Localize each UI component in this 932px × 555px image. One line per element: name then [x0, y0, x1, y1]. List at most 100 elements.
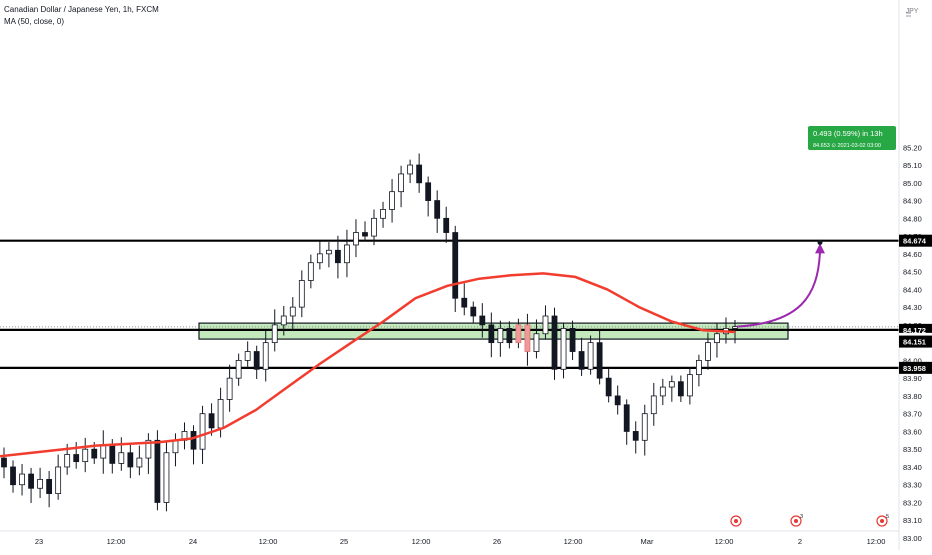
price-tick-label: 83.20	[903, 498, 922, 507]
level-83958-badge	[899, 361, 932, 374]
candle-body	[560, 328, 567, 370]
price-tick-label: 84.60	[903, 250, 922, 259]
time-tick-label: 12:00	[412, 537, 431, 546]
candle-body	[668, 381, 675, 388]
candle-body	[325, 249, 332, 255]
measure-text-2: 84.653 ⊙ 2021-03-02 03:00	[813, 143, 881, 149]
candle-body	[659, 386, 666, 397]
candle-body	[136, 457, 143, 468]
event-count-label: 3	[800, 514, 803, 520]
price-tick-label: 84.40	[903, 285, 922, 294]
candle-body	[217, 399, 224, 429]
candle-body	[434, 200, 441, 219]
candle-body	[64, 454, 71, 468]
candle-body	[82, 448, 89, 463]
level-84674-label: 84.674	[903, 237, 927, 246]
time-tick-label: 12:00	[107, 537, 126, 546]
price-tick-label: 84.50	[903, 268, 922, 277]
candle-body	[732, 326, 738, 329]
candle-body	[235, 359, 242, 379]
measure-box	[808, 126, 896, 150]
candle-body	[596, 342, 603, 379]
candle-body	[73, 454, 80, 463]
event-count-icon-dot	[794, 519, 798, 523]
candle-body	[696, 359, 702, 376]
candle-body	[190, 431, 197, 450]
candle-body	[28, 473, 34, 489]
candle-body	[244, 351, 251, 361]
candle-body	[208, 413, 215, 429]
time-tick-label: 12:00	[259, 537, 278, 546]
price-tick-label: 83.80	[903, 392, 922, 401]
candle-body	[10, 466, 16, 486]
candle-body	[289, 306, 296, 317]
candle-body	[100, 445, 107, 459]
ma-line	[0, 272, 736, 458]
horizontal-levels	[0, 239, 899, 369]
candle-body	[479, 315, 486, 326]
candle-body	[199, 413, 206, 450]
candle-body	[37, 478, 43, 489]
time-tick-label: 26	[493, 537, 501, 546]
candle-body	[109, 445, 116, 464]
candle-body	[271, 324, 278, 344]
price-tick-label: 83.70	[903, 410, 922, 419]
candle-body	[623, 404, 630, 432]
candle-body	[262, 342, 269, 370]
candle-body	[127, 452, 134, 468]
candle-body	[632, 431, 639, 441]
candle-body	[686, 374, 693, 397]
candle-body	[641, 413, 648, 441]
candle-body	[569, 328, 576, 352]
candle-body	[470, 306, 477, 317]
candle-body	[407, 164, 414, 175]
legend: Canadian Dollar / Japanese Yen, 1h, FXCM…	[4, 4, 159, 28]
candle-body	[461, 297, 468, 308]
candle-body	[307, 262, 314, 281]
candle-body	[524, 324, 531, 352]
candle-body	[650, 395, 657, 415]
level-84151-label: 84.151	[903, 338, 926, 347]
price-tick-label: 85.00	[903, 179, 922, 188]
candle-body	[253, 351, 260, 370]
price-tick-label: 84.80	[903, 214, 922, 223]
price-tick-label: 85.10	[903, 161, 922, 170]
candle-body	[163, 452, 170, 503]
price-axis-bg	[899, 0, 932, 550]
candle-body	[172, 439, 179, 454]
time-axis: 23 12:00 24 12:00 25 12:00 26 12:00 Mar 12:00 2 12:…	[0, 530, 899, 546]
candle-body	[226, 377, 233, 400]
candle-body	[705, 342, 711, 361]
measure-annotation: 0.493 (0.59%) in 13h 84.653 ⊙ 2021-03-02 …	[808, 126, 896, 150]
candle-body	[154, 439, 161, 503]
candle-body	[497, 328, 504, 344]
event-count-label: 5	[886, 514, 889, 520]
event-count-icon-dot	[880, 519, 884, 523]
candle-body	[55, 466, 62, 494]
candle-body	[19, 473, 25, 486]
symbol-title: Canadian Dollar / Japanese Yen, 1h, FXCM	[4, 5, 159, 14]
price-tick-label: 83.30	[903, 481, 922, 490]
candle-body	[443, 217, 450, 233]
level-84172-label: 84.172	[903, 326, 926, 335]
time-tick-label: 12:00	[715, 537, 734, 546]
projection	[736, 239, 825, 328]
candle-body	[1, 457, 7, 468]
indicator-label: MA (50, close, 0)	[4, 17, 65, 26]
price-tick-label: 83.40	[903, 463, 922, 472]
candle-body	[605, 377, 612, 397]
flag-event-icon-dot	[734, 519, 738, 523]
candle-body	[425, 182, 432, 201]
candle-body	[145, 439, 152, 459]
candle-body	[398, 173, 404, 193]
level-83958-label: 83.958	[903, 364, 926, 373]
level-84151-badge	[899, 335, 932, 348]
candle-body	[714, 333, 720, 344]
price-tick-label: 83.90	[903, 374, 922, 383]
candle-body	[587, 342, 594, 370]
time-tick-label: 12:00	[564, 537, 583, 546]
candle-body	[506, 328, 513, 344]
time-tick-label: 25	[340, 537, 348, 546]
